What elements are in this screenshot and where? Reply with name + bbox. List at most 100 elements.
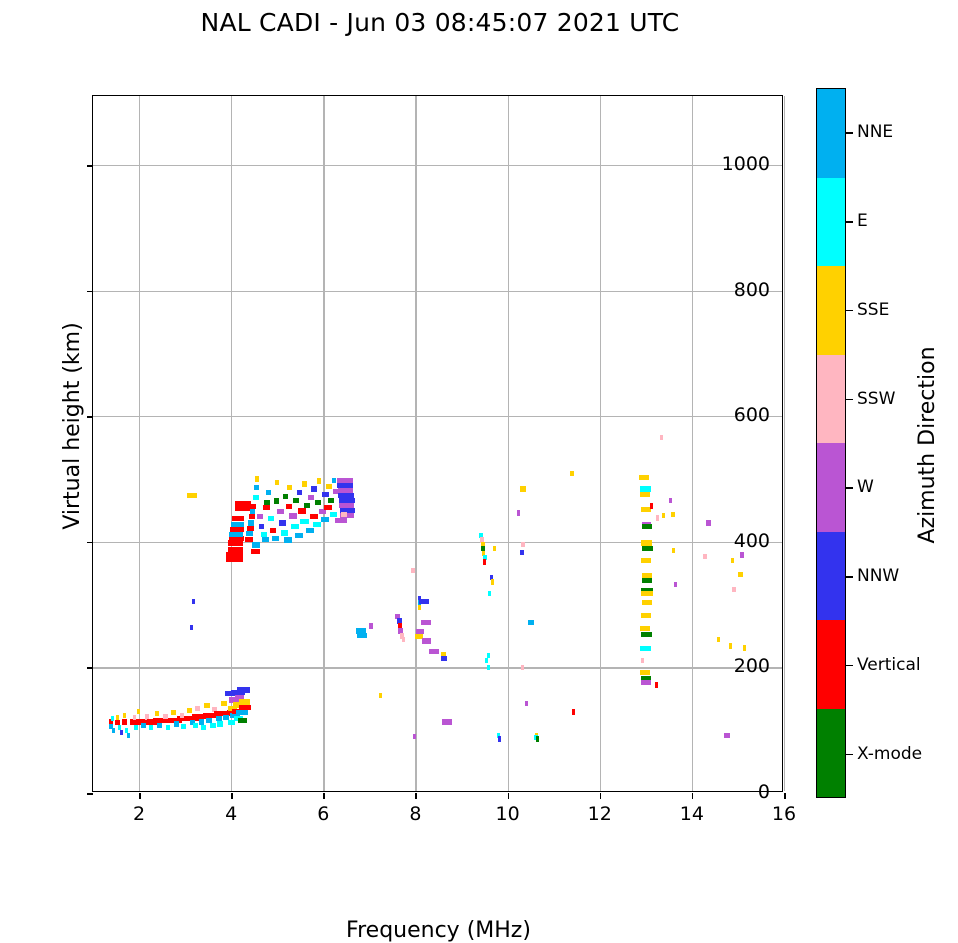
data-point	[144, 714, 149, 720]
data-point	[118, 725, 122, 731]
data-point	[152, 717, 168, 723]
data-point	[204, 703, 210, 709]
data-point	[641, 506, 652, 512]
data-point	[484, 657, 488, 664]
y-tick-label: 600	[733, 404, 770, 427]
data-point	[640, 625, 651, 632]
data-point	[338, 497, 355, 503]
data-point	[155, 711, 160, 717]
data-point	[296, 489, 303, 495]
data-point	[255, 476, 259, 482]
data-point	[640, 486, 652, 492]
data-point	[668, 497, 672, 503]
data-point	[536, 736, 540, 742]
data-point	[248, 514, 256, 520]
x-tick-label: 2	[133, 803, 146, 825]
data-point	[298, 508, 306, 514]
data-point	[335, 517, 348, 524]
colorbar-label-nne: NNE	[857, 122, 894, 143]
data-point	[303, 502, 311, 508]
colorbar-segment-w	[817, 443, 845, 532]
data-point	[266, 490, 271, 496]
x-axis-title: Frequency (MHz)	[346, 918, 531, 943]
data-point	[480, 541, 486, 547]
data-point	[369, 623, 374, 629]
data-point	[193, 723, 199, 729]
data-point	[225, 551, 244, 557]
data-point	[224, 691, 235, 697]
data-point	[168, 717, 183, 723]
data-point	[410, 568, 416, 574]
data-point	[189, 625, 193, 631]
data-point	[230, 712, 241, 718]
colorbar-tick	[846, 132, 853, 134]
data-point	[157, 722, 163, 728]
data-point	[737, 571, 743, 578]
data-point	[486, 664, 490, 670]
data-point	[161, 717, 175, 723]
data-point	[642, 600, 653, 606]
x-tick-label: 16	[771, 803, 797, 825]
colorbar-segment-sse	[817, 266, 845, 355]
data-point	[420, 619, 432, 625]
y-tick-label: 0	[757, 781, 770, 803]
x-tick-label: 12	[587, 803, 612, 825]
data-point	[258, 524, 265, 530]
data-point	[337, 477, 353, 483]
data-point	[273, 498, 280, 504]
data-point	[661, 512, 665, 519]
data-point	[357, 632, 367, 638]
x-tick	[323, 793, 325, 799]
data-point	[251, 548, 260, 554]
data-point	[717, 636, 721, 642]
data-point	[397, 618, 402, 624]
data-point	[246, 526, 255, 532]
colorbar-label-sse: SSE	[857, 299, 890, 320]
data-point	[639, 474, 650, 480]
data-point	[275, 480, 280, 486]
data-point	[640, 645, 652, 652]
data-point	[671, 548, 675, 554]
plot-area: 2 4 6 8 10 12 14 16 0 200 400 600 800 1000 Virtual he…	[60, 95, 796, 943]
grid-line-vertical	[231, 96, 233, 791]
data-point	[307, 495, 315, 501]
y-tick	[87, 165, 93, 167]
data-point	[254, 485, 259, 491]
data-point	[416, 629, 424, 635]
data-point	[641, 540, 653, 546]
data-point	[176, 716, 191, 722]
data-point	[139, 719, 153, 725]
data-point	[521, 541, 525, 547]
data-point	[642, 572, 653, 578]
data-point	[641, 558, 652, 564]
data-point	[490, 575, 494, 581]
data-point	[338, 487, 353, 493]
data-point	[264, 500, 270, 506]
data-point	[655, 515, 659, 521]
data-point	[572, 709, 576, 715]
data-point	[320, 517, 329, 523]
grid-line-vertical	[784, 96, 786, 791]
data-point	[641, 587, 654, 593]
colorbar-label-e: E	[857, 211, 868, 232]
data-point	[112, 727, 116, 733]
data-point	[171, 710, 176, 716]
data-point	[250, 504, 257, 510]
data-point	[481, 550, 486, 556]
data-point	[394, 613, 401, 620]
data-point	[397, 628, 403, 634]
data-point	[235, 710, 248, 716]
grid-line-vertical	[323, 96, 325, 791]
data-point	[109, 723, 113, 730]
data-point	[479, 532, 484, 539]
y-tick-label: 200	[733, 655, 770, 678]
data-point	[674, 581, 678, 588]
x-tick	[231, 793, 233, 799]
colorbar-tick	[846, 487, 853, 489]
colorbar-title: Azimuth Direction	[915, 346, 940, 544]
data-point	[528, 619, 534, 625]
data-point	[641, 679, 652, 686]
data-point	[520, 549, 524, 556]
x-tick-label: 10	[495, 803, 520, 825]
data-point	[228, 540, 244, 546]
